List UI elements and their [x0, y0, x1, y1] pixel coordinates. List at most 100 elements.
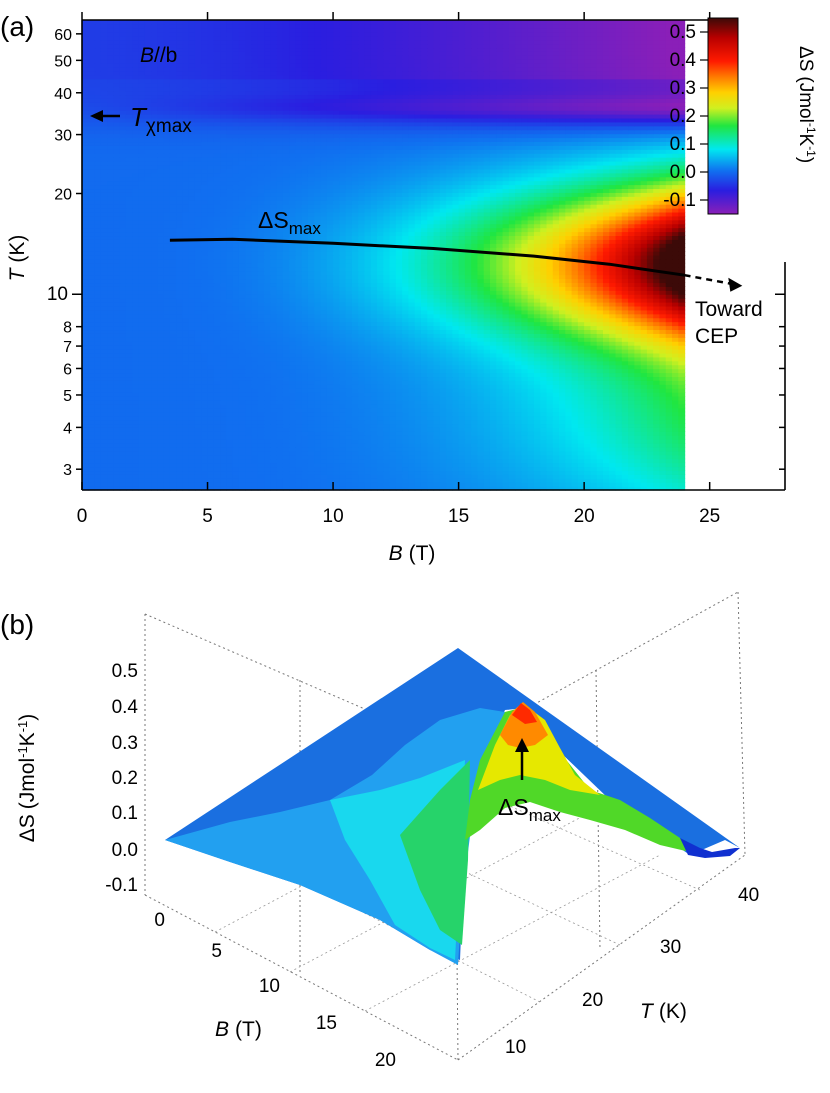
heatmap-cell [345, 337, 353, 342]
heatmap-cell [590, 415, 598, 421]
heatmap-cell [326, 407, 334, 413]
heatmap-cell [389, 294, 397, 299]
heatmap-cell [113, 486, 121, 491]
heatmap-cell [458, 407, 466, 413]
heatmap-cell [634, 482, 642, 487]
heatmap-cell [157, 407, 165, 413]
heatmap-cell [414, 298, 422, 303]
heatmap-cell [408, 446, 416, 452]
heatmap-cell [508, 341, 516, 346]
heatmap-cell [220, 333, 227, 338]
heatmap-cell [82, 345, 89, 350]
heatmap-cell [226, 376, 234, 381]
heatmap-cell [194, 317, 202, 323]
heatmap-cell [144, 399, 152, 405]
heatmap-cell [420, 419, 428, 425]
heatmap-cell [339, 462, 347, 468]
heatmap-cell [395, 446, 403, 452]
heatmap-cell [634, 376, 642, 381]
heatmap-cell [163, 435, 171, 440]
heatmap-cell [402, 368, 409, 374]
heatmap-cell [678, 446, 686, 452]
heatmap-cell [88, 341, 96, 346]
heatmap-cell [414, 356, 422, 362]
heatmap-cell [552, 446, 560, 452]
heatmap-cell [201, 443, 209, 448]
heatmap-cell [107, 352, 114, 358]
heatmap-cell [571, 443, 579, 448]
heatmap-cell [333, 415, 340, 421]
heatmap-cell [621, 470, 629, 475]
heatmap-cell [194, 411, 202, 417]
heatmap-cell [188, 439, 196, 444]
heatmap-cell [94, 329, 102, 334]
heatmap-cell [358, 286, 366, 291]
heatmap-cell [351, 372, 359, 378]
heatmap-cell [251, 368, 259, 374]
heatmap-cell [546, 458, 554, 464]
heatmap-cell [483, 486, 491, 491]
heatmap-cell [383, 399, 391, 405]
heatmap-cell [489, 309, 497, 315]
heatmap-cell [119, 356, 127, 362]
heatmap-cell [672, 427, 679, 432]
heatmap-cell [540, 466, 548, 472]
heatmap-cell [88, 368, 96, 374]
heatmap-cell [188, 321, 196, 327]
heatmap-cell [590, 399, 598, 405]
heatmap-cell [238, 317, 246, 323]
heatmap-cell [458, 423, 466, 428]
heatmap-cell [621, 376, 629, 381]
heatmap-cell [182, 431, 190, 436]
heatmap-cell [125, 305, 133, 311]
heatmap-cell [439, 399, 447, 405]
heatmap-cell [151, 368, 158, 374]
heatmap-cell [502, 435, 510, 440]
heatmap-cell [389, 286, 397, 291]
heatmap-cell [665, 325, 673, 331]
heatmap-cell [502, 317, 510, 323]
heatmap-cell [521, 302, 529, 307]
heatmap-cell [659, 337, 667, 342]
heatmap-cell [377, 364, 384, 370]
heatmap-cell [220, 372, 227, 378]
heatmap-cell [496, 388, 504, 393]
heatmap-cell [678, 309, 686, 315]
heatmap-cell [276, 352, 284, 358]
heatmap-cell [420, 462, 428, 468]
heatmap-cell [527, 321, 535, 327]
heatmap-cell [640, 443, 648, 448]
heatmap-cell [301, 443, 309, 448]
heatmap-cell [389, 439, 397, 444]
heatmap-cell [420, 360, 428, 366]
heatmap-cell [144, 396, 152, 401]
heatmap-cell [395, 450, 403, 456]
heatmap-cell [653, 403, 661, 409]
heatmap-cell [270, 317, 278, 323]
heatmap-cell [163, 372, 171, 378]
heatmap-cell [402, 474, 409, 479]
heatmap-cell [245, 341, 253, 346]
heatmap-cell [596, 486, 604, 491]
heatmap-cell [458, 415, 466, 421]
heatmap-cell [163, 423, 171, 428]
heatmap-cell [446, 423, 453, 428]
heatmap-cell [282, 462, 290, 468]
heatmap-cell [458, 470, 466, 475]
heatmap-cell [515, 341, 522, 346]
heatmap-cell [113, 435, 121, 440]
heatmap-cell [364, 443, 372, 448]
heatmap-cell [527, 454, 535, 460]
heatmap-cell [107, 325, 114, 331]
heatmap-cell [596, 388, 604, 393]
heatmap-cell [571, 305, 579, 311]
heatmap-cell [571, 435, 579, 440]
heatmap-cell [665, 376, 673, 381]
heatmap-cell [458, 446, 466, 452]
heatmap-cell [609, 431, 617, 436]
heatmap-cell [433, 368, 441, 374]
heatmap-cell [602, 427, 610, 432]
heatmap-cell [169, 384, 177, 389]
heatmap-cell [351, 458, 359, 464]
heatmap-cell [351, 368, 359, 374]
